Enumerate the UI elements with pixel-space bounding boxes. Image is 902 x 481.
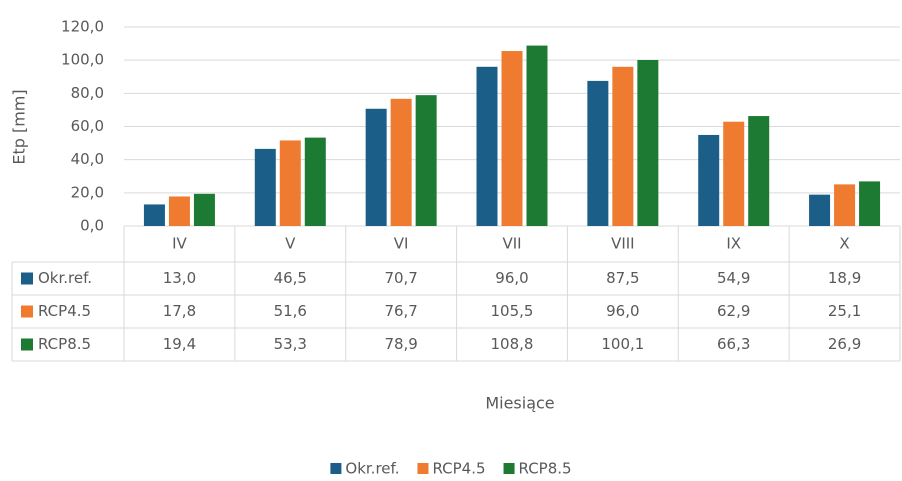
bar [279, 140, 301, 226]
legend-item: RCP8.5 [503, 460, 572, 478]
bar [193, 193, 215, 226]
legend-key [503, 463, 515, 474]
legend-key [330, 463, 342, 474]
bar [168, 196, 190, 226]
bar [834, 184, 856, 226]
bar [612, 66, 634, 226]
table-cell: 76,7 [384, 302, 417, 320]
bar [859, 181, 881, 226]
legend-item: Okr.ref. [330, 460, 399, 478]
table-cell: 51,6 [274, 302, 307, 320]
bar [143, 204, 165, 226]
table-cell: 62,9 [717, 302, 750, 320]
table-row-label: Okr.ref. [38, 269, 92, 287]
x-tick-label: VII [502, 235, 521, 253]
x-tick-label: VI [394, 235, 409, 253]
table-cell: 70,7 [384, 269, 417, 287]
legend-label: RCP8.5 [519, 460, 572, 478]
y-tick-label: 40,0 [71, 150, 104, 168]
table-cell: 105,5 [491, 302, 534, 320]
table-cell: 96,0 [606, 302, 639, 320]
table-cell: 53,3 [274, 335, 307, 353]
y-tick-label: 100,0 [61, 51, 104, 69]
table-cell: 19,4 [163, 335, 196, 353]
bar [587, 80, 609, 226]
legend-label: Okr.ref. [345, 460, 399, 478]
x-tick-label: IX [726, 235, 741, 253]
table-cell: 46,5 [274, 269, 307, 287]
bar [476, 66, 498, 226]
bar [526, 45, 548, 226]
table-cell: 13,0 [163, 269, 196, 287]
legend-label: RCP4.5 [432, 460, 485, 478]
bar [809, 194, 831, 226]
bar [748, 116, 770, 226]
x-tick-label: V [285, 235, 296, 253]
x-tick-label: VIII [611, 235, 635, 253]
table-cell: 26,9 [828, 335, 861, 353]
bar [637, 60, 659, 227]
bar [415, 95, 437, 226]
y-tick-label: 20,0 [71, 183, 104, 201]
y-axis-title: Etp [mm] [10, 89, 29, 164]
legend-item: RCP4.5 [417, 460, 486, 478]
x-tick-label: X [839, 235, 849, 253]
bar [304, 137, 326, 226]
bar [698, 134, 720, 226]
table-row-label: RCP4.5 [38, 302, 91, 320]
legend-key [417, 463, 429, 474]
x-axis-title: Miesiące [485, 394, 554, 413]
bar [723, 121, 745, 226]
bar [390, 98, 412, 226]
legend-key [21, 272, 33, 285]
legend-key [21, 305, 33, 318]
table-cell: 18,9 [828, 269, 861, 287]
bar [501, 51, 523, 226]
table-cell: 66,3 [717, 335, 750, 353]
table-cell: 87,5 [606, 269, 639, 287]
table-cell: 100,1 [601, 335, 644, 353]
table-cell: 108,8 [491, 335, 534, 353]
legend-key [21, 338, 33, 351]
y-tick-label: 80,0 [71, 84, 104, 102]
table-cell: 78,9 [384, 335, 417, 353]
table-cell: 96,0 [495, 269, 528, 287]
y-tick-label: 0,0 [80, 217, 104, 235]
table-cell: 54,9 [717, 269, 750, 287]
y-tick-label: 60,0 [71, 117, 104, 135]
y-tick-label: 120,0 [61, 18, 104, 36]
x-tick-label: IV [172, 235, 187, 253]
table-cell: 17,8 [163, 302, 196, 320]
table-cell: 25,1 [828, 302, 861, 320]
bar [254, 148, 276, 226]
bar [365, 108, 387, 226]
table-row-label: RCP8.5 [38, 335, 91, 353]
